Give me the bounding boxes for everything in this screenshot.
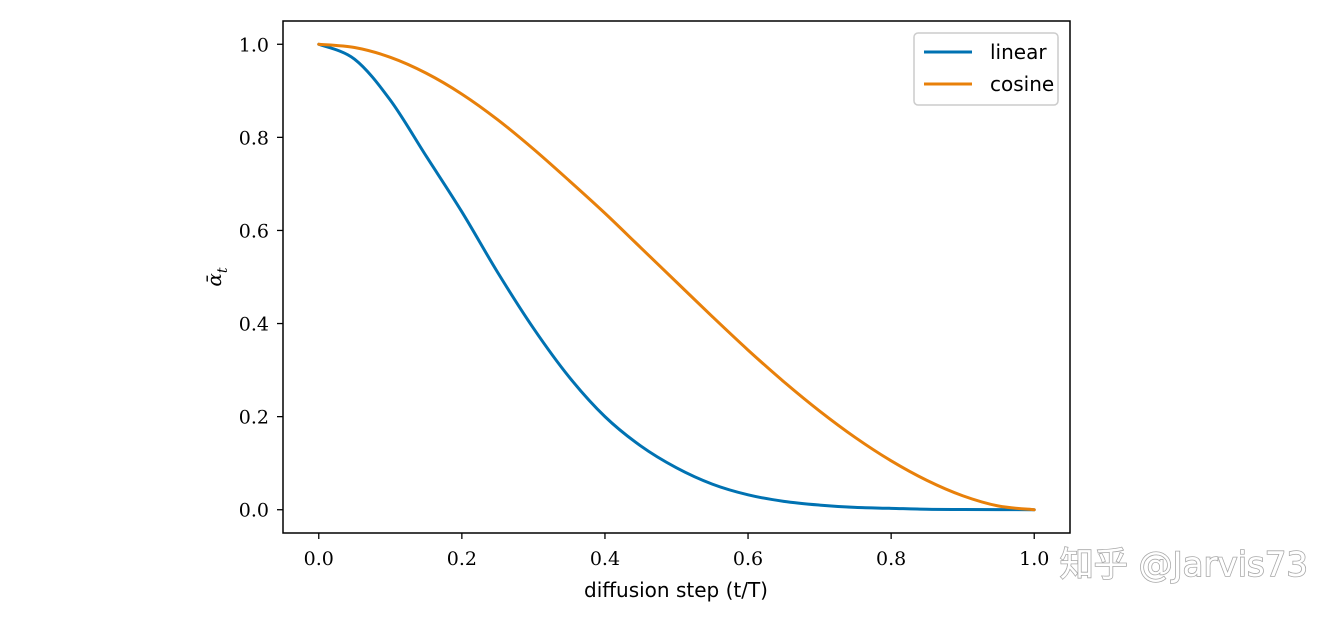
x-tick-label: 0.2 [447,548,477,570]
y-axis-ticks: 0.0 0.2 0.4 0.6 0.8 1.0 [239,34,283,522]
y-axis-label-main: ᾱ [202,273,226,287]
series-lines [317,42,1036,512]
x-tick-label: 0.4 [590,548,620,570]
legend: linear cosine [913,32,1059,106]
x-axis-label: diffusion step (t/T) [584,578,768,602]
watermark-text: 知乎 @Jarvis73 [1060,545,1308,585]
x-tick-label: 0.8 [876,548,906,570]
x-tick-label: 1.0 [1019,548,1049,570]
y-tick-label: 0.6 [239,220,269,242]
y-tick-label: 1.0 [239,34,269,56]
y-tick-label: 0.4 [239,314,269,336]
legend-label-linear: linear [990,40,1047,64]
y-axis-label: ᾱt [202,267,231,287]
series-line-cosine [317,42,1036,512]
y-tick-label: 0.0 [239,500,269,522]
x-tick-label: 0.0 [304,548,334,570]
legend-label-cosine: cosine [990,72,1054,96]
svg-text:ᾱt: ᾱt [202,267,231,287]
y-tick-label: 0.2 [239,407,269,429]
x-tick-label: 0.6 [733,548,763,570]
y-tick-label: 0.8 [239,127,269,149]
y-axis-label-subscript: t [215,267,231,273]
plot-area-frame [282,20,1071,534]
series-line-linear [317,42,1036,512]
x-axis-ticks: 0.0 0.2 0.4 0.6 0.8 1.0 [304,533,1049,570]
